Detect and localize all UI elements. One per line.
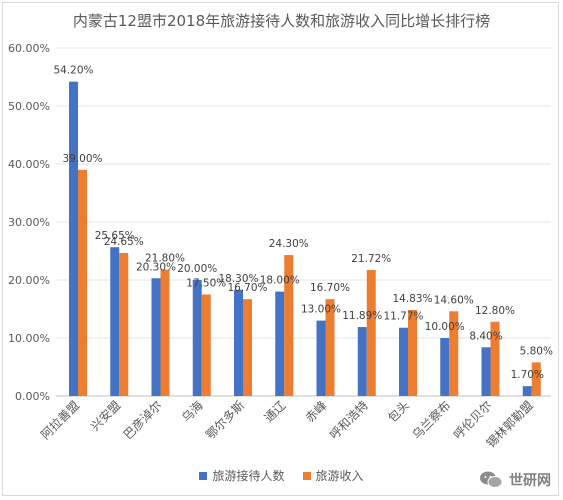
- data-label-revenue: 5.80%: [520, 345, 553, 357]
- bar-visitors: [440, 338, 450, 396]
- data-label-revenue: 21.72%: [351, 253, 391, 265]
- bar-visitors: [69, 81, 78, 396]
- bar-revenue: [325, 299, 335, 396]
- x-tick-label: 鄂尔多斯: [203, 398, 248, 443]
- y-tick-label: 60.00%: [8, 42, 50, 55]
- data-label-revenue: 17.50%: [186, 278, 226, 290]
- x-tick-label: 阿拉善盟: [38, 398, 83, 443]
- bar-revenue: [78, 169, 87, 396]
- data-label-visitors: 25.65%: [95, 230, 135, 242]
- watermark-text: 世研网: [509, 473, 551, 489]
- data-label-revenue: 16.70%: [227, 282, 267, 294]
- bar-visitors: [357, 327, 367, 396]
- data-label-visitors: 54.20%: [53, 65, 93, 77]
- data-label-revenue: 14.60%: [434, 294, 474, 306]
- x-tick-label: 乌兰察布: [409, 398, 454, 443]
- legend-item-visitors: 旅游接待人数: [199, 467, 285, 484]
- chart-frame: [2, 2, 559, 496]
- x-tick-label: 巴彦淖尔: [120, 398, 165, 443]
- bar-revenue: [531, 362, 541, 396]
- bar-revenue: [201, 294, 211, 396]
- x-tick-label: 兴安盟: [87, 398, 123, 434]
- legend-label-visitors: 旅游接待人数: [212, 469, 285, 483]
- bar-revenue: [119, 253, 129, 396]
- data-label-visitors: 1.70%: [511, 369, 544, 381]
- bar-visitors: [234, 289, 243, 396]
- wechat-icon: [479, 470, 503, 490]
- bar-visitors: [110, 247, 120, 396]
- bar-visitors: [192, 280, 202, 396]
- legend-swatch-revenue: [302, 471, 311, 480]
- x-tick-label: 赤峰: [303, 398, 330, 425]
- y-tick-label: 30.00%: [8, 216, 50, 229]
- data-label-revenue: 39.00%: [62, 153, 102, 165]
- x-tick-label: 呼和浩特: [326, 398, 371, 443]
- bar-visitors: [275, 291, 285, 396]
- watermark: 世研网: [479, 470, 551, 490]
- data-label-revenue: 12.80%: [475, 305, 515, 317]
- bar-visitors: [151, 278, 161, 396]
- x-tick-label: 包头: [385, 398, 412, 425]
- x-tick-label: 通辽: [261, 398, 288, 425]
- data-label-revenue: 24.65%: [104, 236, 144, 248]
- data-label-visitors: 10.00%: [425, 321, 465, 333]
- data-label-visitors: 20.00%: [177, 263, 217, 275]
- bar-revenue: [490, 321, 500, 396]
- bar-revenue: [243, 299, 252, 396]
- y-tick-label: 10.00%: [8, 332, 50, 345]
- x-tick-label: 乌海: [178, 398, 206, 426]
- bar-revenue: [366, 270, 376, 396]
- data-label-visitors: 18.30%: [218, 273, 258, 285]
- chart-legend: 旅游接待人数 旅游收入: [0, 467, 563, 484]
- bar-revenue: [408, 309, 417, 396]
- bar-revenue: [449, 311, 459, 396]
- data-label-revenue: 16.70%: [310, 282, 350, 294]
- data-label-visitors: 11.89%: [342, 310, 382, 322]
- legend-item-revenue: 旅游收入: [302, 467, 364, 484]
- y-tick-label: 20.00%: [8, 274, 50, 287]
- y-tick-label: 50.00%: [8, 100, 50, 113]
- data-label-visitors: 13.00%: [301, 304, 341, 316]
- y-tick-label: 40.00%: [8, 158, 50, 171]
- data-label-revenue: 14.83%: [392, 293, 432, 305]
- bar-revenue: [284, 255, 294, 396]
- data-label-revenue: 24.30%: [269, 238, 309, 250]
- bar-visitors: [481, 347, 491, 396]
- legend-swatch-visitors: [199, 471, 208, 480]
- bar-visitors: [399, 327, 408, 396]
- data-label-revenue: 21.80%: [145, 253, 185, 265]
- y-tick-label: 0.00%: [15, 390, 50, 403]
- legend-label-revenue: 旅游收入: [315, 469, 364, 483]
- bar-visitors: [522, 386, 532, 396]
- bar-visitors: [316, 320, 326, 396]
- bar-revenue: [160, 269, 170, 396]
- data-label-visitors: 20.30%: [136, 261, 176, 273]
- data-label-visitors: 8.40%: [469, 330, 502, 342]
- data-label-visitors: 18.00%: [260, 275, 300, 287]
- data-label-visitors: 11.77%: [383, 311, 423, 323]
- chart-title: 内蒙古12盟市2018年旅游接待人数和旅游收入同比增长排行榜: [72, 12, 491, 30]
